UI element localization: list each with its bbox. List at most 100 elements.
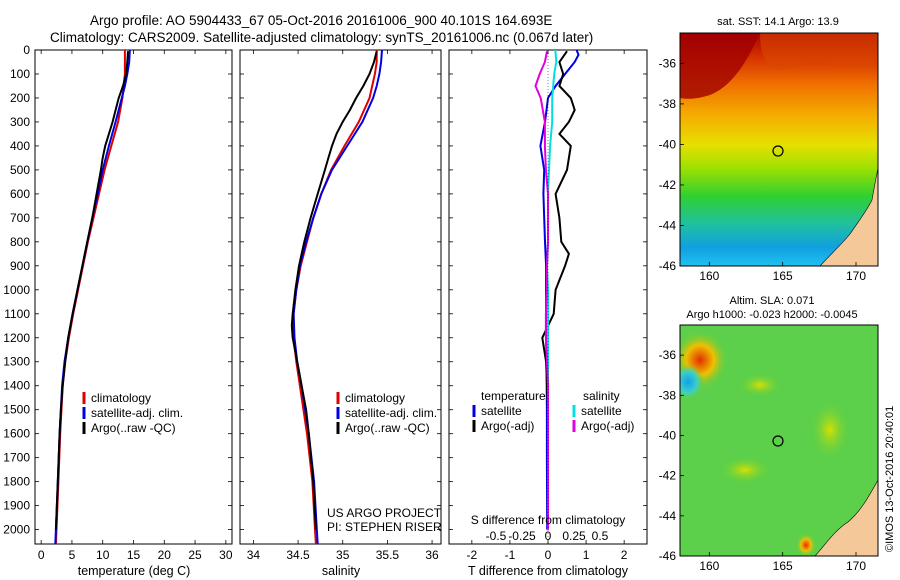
argo-position-marker: [772, 435, 784, 447]
map-x-tick-label: 170: [846, 559, 866, 573]
sla-ridge: [738, 373, 782, 397]
project-annotation: US ARGO PROJECT: [327, 506, 442, 520]
depth-tick-label: 300: [10, 115, 30, 129]
depth-tick-label: 200: [10, 91, 30, 105]
legend-title-temperature: temperature: [481, 389, 546, 403]
x-tick-label: 35.5: [376, 548, 400, 562]
x-tick-label: 34: [247, 548, 261, 562]
x-tick-label: 35: [336, 548, 350, 562]
x-tick-label: 20: [158, 548, 172, 562]
land: [814, 479, 878, 556]
depth-tick-label: 500: [10, 163, 30, 177]
depth-tick-label: 1100: [4, 307, 30, 321]
series-line: [541, 50, 576, 530]
depth-tick-label: 1500: [3, 403, 30, 417]
legend-label: climatology: [91, 391, 151, 405]
sla-ridge: [810, 400, 850, 460]
x-tick-label: 2: [621, 548, 628, 562]
series-line: [54, 49, 131, 545]
x-tick-label: 15: [127, 548, 141, 562]
depth-tick-label: 700: [10, 211, 30, 225]
sla-map-title: Altim. SLA: 0.071: [730, 295, 815, 307]
x-tick-label: 30: [219, 548, 233, 562]
series-line: [292, 49, 383, 545]
sla-map-axes: 160 165 170 -36 -38 -40 -42 -44 -46: [659, 348, 867, 573]
map-y-tick-label: -46: [659, 259, 677, 273]
header-line1: Argo profile: AO 5904433_67 05-Oct-2016 …: [90, 13, 552, 28]
temperature-xlabel: temperature (deg C): [78, 564, 191, 578]
header-line2: Climatology: CARS2009. Satellite-adjuste…: [50, 30, 593, 45]
map-y-tick-label: -38: [659, 388, 677, 402]
map-y-tick-label: -40: [659, 428, 677, 442]
depth-tick-label: 0: [23, 43, 30, 57]
map-y-tick-label: -40: [659, 137, 677, 151]
series-line: [534, 51, 549, 530]
sla-ridge: [719, 456, 771, 484]
depth-tick-label: 600: [10, 187, 30, 201]
salinity-legend: climatology satellite-adj. clim. Argo(..…: [327, 391, 442, 534]
legend-label: satellite: [581, 404, 622, 418]
watermark: ©IMOS 13-Oct-2016 20:40:01: [884, 406, 896, 552]
depth-tick-label: 800: [10, 235, 30, 249]
sst-map: [680, 33, 878, 266]
x-tick-label: 0: [38, 548, 45, 562]
depth-tick-label: 1700: [3, 451, 30, 465]
map-y-tick-label: -36: [659, 56, 677, 70]
depth-tick-label: 100: [10, 67, 30, 81]
series-line: [290, 50, 378, 530]
sla-highs: [796, 533, 816, 556]
series-line: [292, 50, 378, 545]
legend-label: climatology: [345, 391, 405, 405]
map-x-tick-label: 170: [846, 269, 866, 283]
sst-map-title: sat. SST: 14.1 Argo: 13.9: [717, 16, 839, 28]
map-y-tick-label: -42: [659, 469, 677, 483]
map-y-tick-label: -44: [659, 509, 677, 523]
map-y-tick-label: -36: [659, 348, 677, 362]
legend-label: Argo(-adj): [481, 419, 534, 433]
map-x-tick-label: 160: [699, 559, 719, 573]
x-tick-label: -2: [467, 548, 478, 562]
sla-lows: [680, 364, 704, 400]
sst-map-axes: 160 165 170 -36 -38 -40 -42 -44 -46: [659, 56, 867, 283]
legend-label: Argo(-adj): [581, 419, 634, 433]
argo-position-marker: [772, 145, 784, 157]
depth-tick-label: 400: [10, 139, 30, 153]
legend-title-salinity: salinity: [583, 389, 620, 403]
depth-tick-label: 900: [10, 259, 30, 273]
x-tick-label: 36: [425, 548, 439, 562]
s-tick-label: -0.5: [486, 529, 507, 543]
sla-map-subtitle: Argo h1000: -0.023 h2000: -0.0045: [686, 309, 857, 321]
salinity-panel: [239, 49, 442, 545]
legend-label: satellite-adj. clim.: [345, 406, 437, 420]
difference-xlabel: T difference from climatology: [468, 564, 629, 578]
x-tick-label: 34.5: [286, 548, 310, 562]
map-x-tick-label: 160: [699, 269, 719, 283]
x-tick-label: 0: [545, 548, 552, 562]
sst-map-frame: [679, 32, 879, 267]
pi-annotation: PI: STEPHEN RISER: [327, 520, 442, 534]
legend-label: satellite-adj. clim.: [91, 406, 183, 420]
s-tick-label: 0.5: [592, 529, 609, 543]
map-y-tick-label: -42: [659, 178, 677, 192]
s-tick-label: 0.25: [562, 529, 586, 543]
depth-tick-label: 1900: [3, 499, 30, 513]
sst-warm-tongue: [760, 33, 878, 70]
difference-xlabel-top: S difference from climatology: [471, 513, 626, 527]
map-y-tick-label: -46: [659, 549, 677, 563]
series-line: [54, 51, 129, 530]
salinity-xlabel: salinity: [322, 564, 361, 578]
map-x-tick-label: 165: [773, 559, 793, 573]
depth-tick-label: 1300: [3, 355, 30, 369]
legend-label: satellite: [481, 404, 522, 418]
depth-axis: 0100200300400500600700800900100011001200…: [3, 43, 647, 562]
x-tick-label: 10: [96, 548, 110, 562]
sla-map-frame: [679, 324, 879, 557]
temperature-panel: [34, 49, 233, 545]
legend-label: Argo(..raw -QC): [91, 421, 176, 435]
land: [819, 167, 878, 266]
map-x-tick-label: 165: [773, 269, 793, 283]
temperature-legend: climatology satellite-adj. clim. Argo(..…: [82, 391, 183, 435]
depth-tick-label: 1000: [3, 283, 30, 297]
depth-tick-label: 1400: [3, 379, 30, 393]
